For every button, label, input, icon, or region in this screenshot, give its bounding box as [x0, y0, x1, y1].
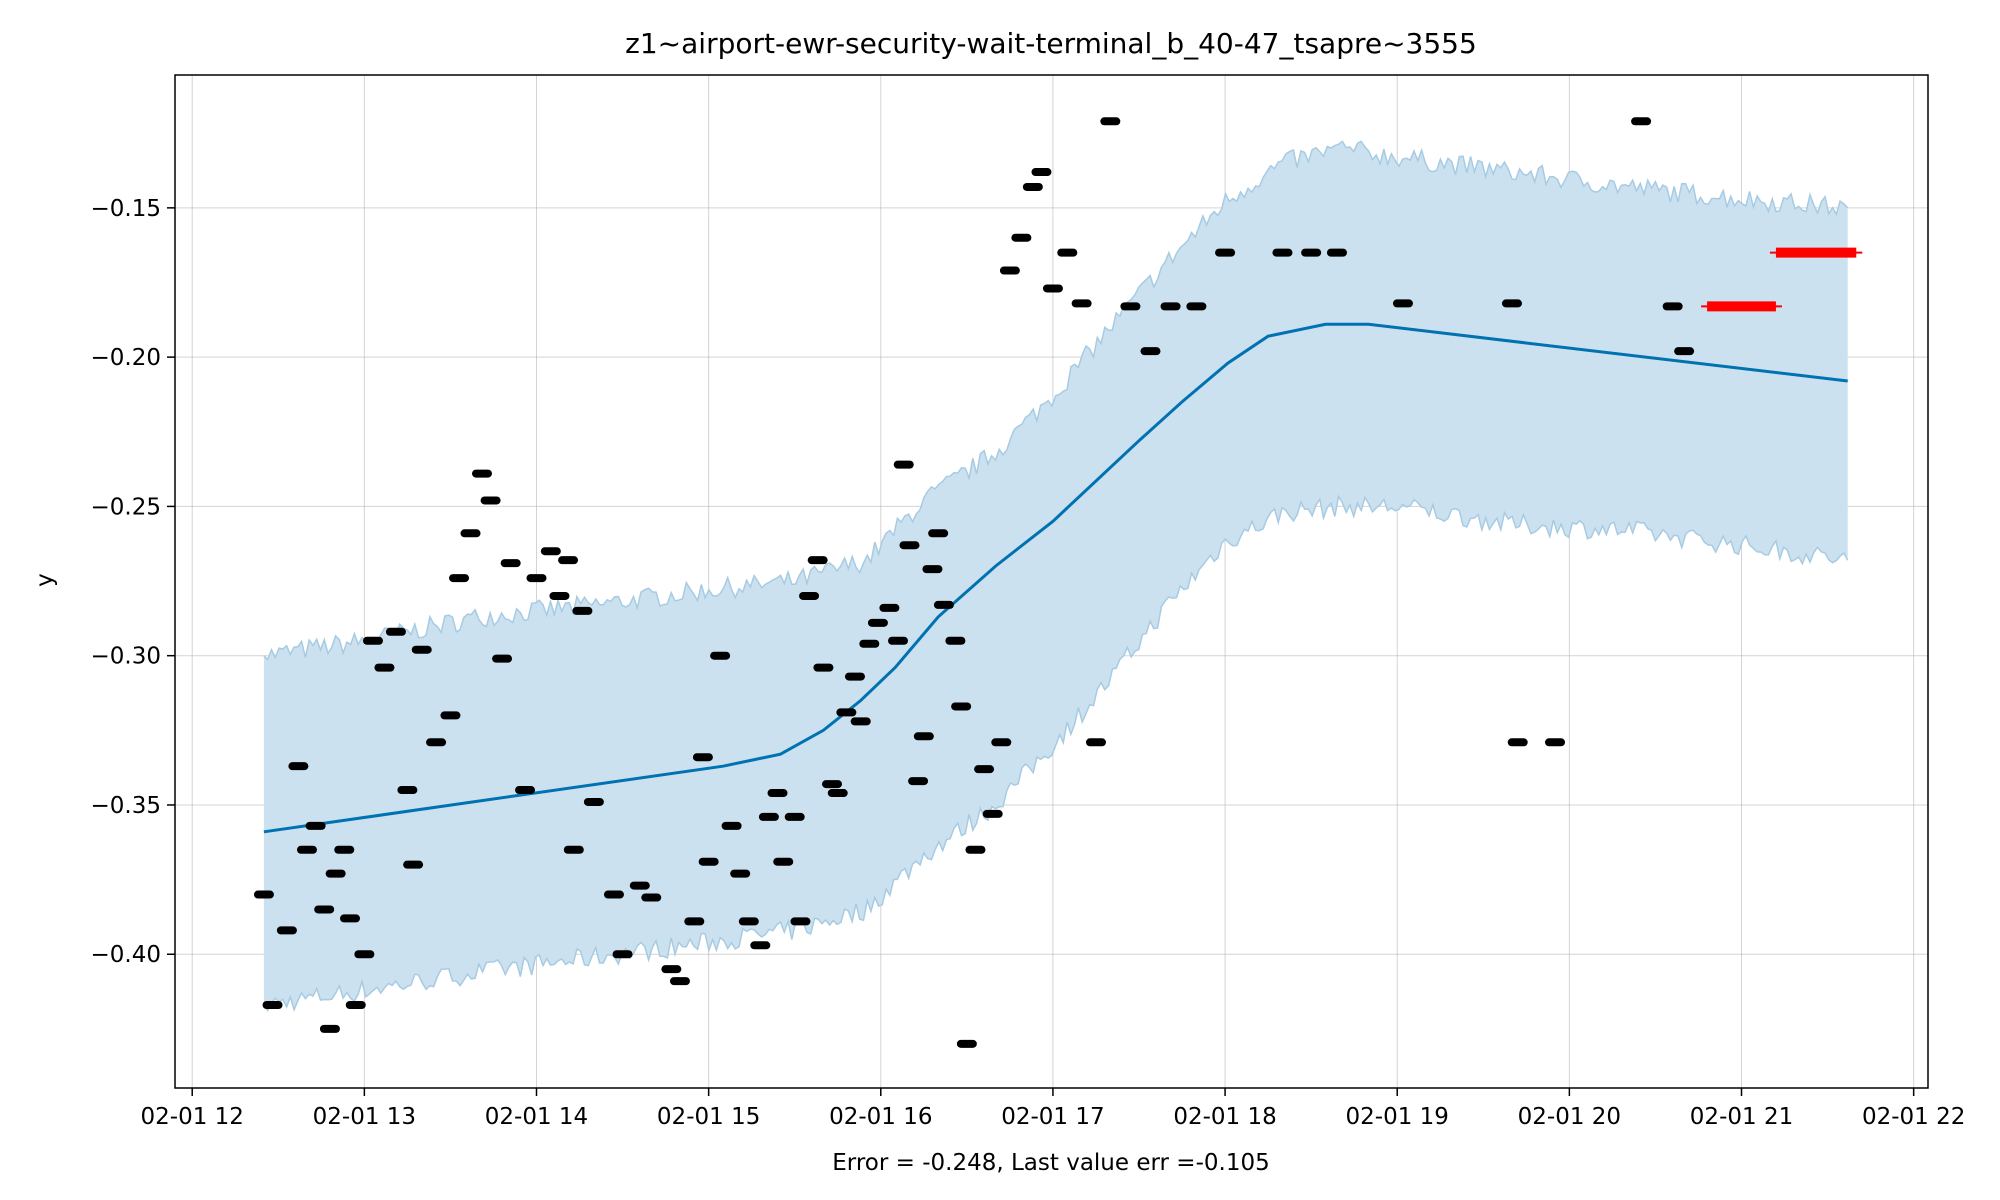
x-tick-label: 02-01 21: [1690, 1104, 1793, 1130]
uncertainty-band: [263, 140, 1849, 1013]
x-axis: 02-01 12 02-01 13 02-01 14 02-01 15 02-01 16…: [141, 1088, 1965, 1130]
x-tick-label: 02-01 14: [485, 1104, 588, 1130]
plot-frame: [174, 74, 1929, 1089]
x-tick-label: 02-01 22: [1862, 1104, 1965, 1130]
y-tick-label: −0.25: [91, 494, 161, 520]
x-tick-label: 02-01 12: [141, 1104, 244, 1130]
forecast-series: [263, 322, 1848, 834]
actual-series: [253, 117, 1695, 1048]
x-tick-label: 02-01 15: [657, 1104, 760, 1130]
future-series: [1701, 247, 1863, 312]
y-axis-label: y: [32, 573, 58, 587]
y-axis: −0.40 −0.35 −0.30 −0.25 −0.20 −0.15: [91, 196, 175, 968]
chart-title: z1~airport-ewr-security-wait-terminal_b_…: [625, 27, 1477, 60]
x-tick-label: 02-01 20: [1518, 1104, 1621, 1130]
y-tick-label: −0.30: [91, 644, 161, 670]
y-tick-label: −0.40: [91, 942, 161, 968]
y-tick-label: −0.15: [91, 196, 161, 222]
x-tick-label: 02-01 17: [1001, 1104, 1104, 1130]
uncertainty-band-fill: [263, 141, 1848, 1011]
forecast-line: [263, 322, 1848, 834]
lower-bound-line: [263, 494, 1849, 1013]
y-tick-label: −0.35: [91, 793, 161, 819]
x-tick-label: 02-01 18: [1173, 1104, 1276, 1130]
x-axis-label: Error = -0.248, Last value err =-0.105: [832, 1150, 1269, 1176]
x-tick-label: 02-01 19: [1346, 1104, 1449, 1130]
x-tick-label: 02-01 13: [313, 1104, 416, 1130]
x-tick-label: 02-01 16: [829, 1104, 932, 1130]
upper-bound-line: [263, 140, 1849, 661]
y-tick-label: −0.20: [91, 345, 161, 371]
